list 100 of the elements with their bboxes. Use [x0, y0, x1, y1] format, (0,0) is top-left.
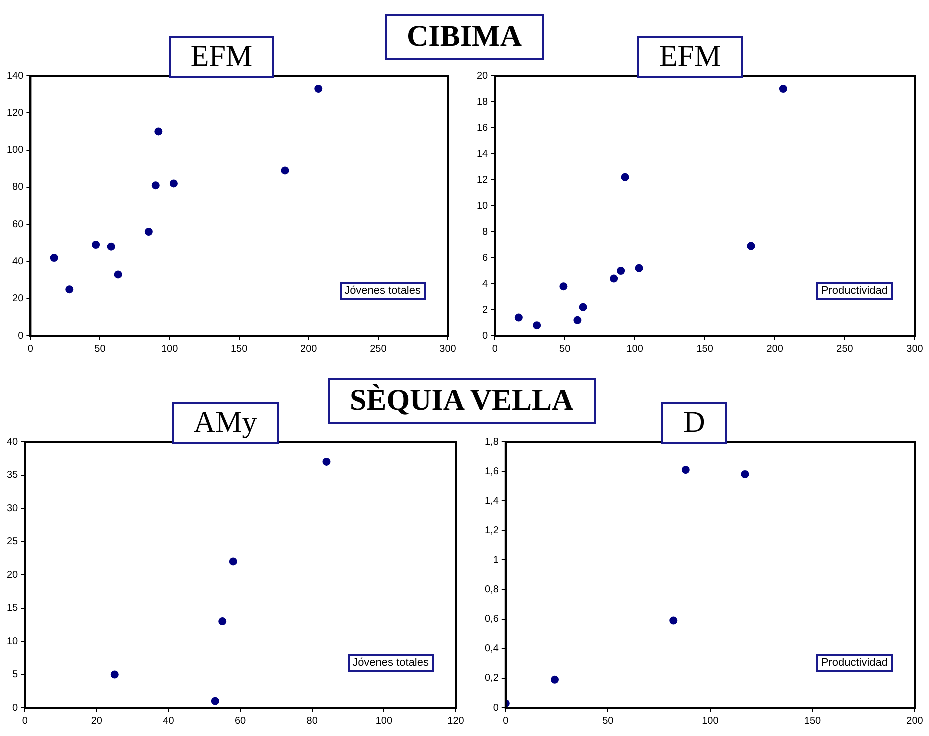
x-tick-label: 250 — [370, 344, 388, 355]
point — [281, 166, 290, 175]
y-tick-label: 20 — [477, 70, 489, 82]
point — [682, 466, 690, 474]
y-tick-label: 0 — [12, 702, 19, 714]
chart-title: AMy — [172, 402, 280, 444]
y-tick-label: 4 — [482, 278, 489, 290]
point — [50, 254, 58, 262]
x-tick-label: 200 — [766, 344, 784, 355]
annotation: Jóvenes totales — [348, 654, 434, 672]
point — [110, 670, 119, 679]
y-tick-label: 0,2 — [484, 673, 500, 684]
y-tick-label: 1,6 — [484, 466, 500, 478]
x-tick-label: 150 — [231, 344, 248, 355]
y-tick-label: 1,4 — [484, 496, 500, 507]
x-tick-label: 0 — [28, 344, 34, 355]
y-tick-label: 0 — [482, 330, 489, 342]
y-tick-label: 60 — [12, 219, 24, 230]
y-tick-label: 5 — [12, 670, 19, 680]
x-tick-label: 150 — [804, 716, 822, 727]
y-tick-label: 80 — [12, 182, 24, 194]
chart-subtitle: CIBIMA — [385, 14, 544, 60]
point — [218, 618, 227, 626]
point — [574, 316, 582, 324]
point — [550, 676, 559, 684]
point — [66, 286, 74, 294]
point — [779, 85, 788, 93]
y-tick-label: 12 — [477, 174, 489, 186]
y-tick-label: 40 — [7, 436, 19, 448]
point — [617, 267, 626, 275]
x-tick-label: 100 — [702, 716, 720, 727]
y-tick-label: 14 — [477, 148, 489, 160]
annotation: Jóvenes totales — [340, 282, 426, 300]
x-tick-label: 250 — [836, 344, 854, 355]
point — [154, 128, 163, 136]
y-tick-label: 40 — [12, 256, 24, 268]
x-tick-label: 300 — [906, 344, 924, 355]
chart-title: D — [662, 402, 728, 444]
y-tick-label: 16 — [477, 122, 489, 134]
x-tick-label: 120 — [448, 716, 465, 727]
point — [747, 242, 756, 250]
y-tick-label: 35 — [7, 470, 19, 481]
point — [170, 180, 178, 188]
point — [635, 264, 644, 272]
y-tick-label: 18 — [477, 96, 489, 108]
point — [114, 270, 122, 279]
x-tick-label: 40 — [163, 716, 175, 727]
x-tick-label: 100 — [161, 344, 179, 355]
point — [610, 274, 618, 283]
x-tick-label: 150 — [696, 344, 714, 355]
point — [211, 697, 220, 706]
point — [322, 458, 331, 466]
y-tick-label: 30 — [7, 503, 19, 514]
point — [533, 322, 542, 330]
x-tick-label: 100 — [626, 344, 644, 355]
y-tick-label: 0,4 — [484, 644, 500, 655]
x-tick-label: 200 — [906, 716, 924, 727]
point — [621, 173, 630, 182]
y-tick-label: 2 — [482, 304, 489, 316]
y-tick-label: 20 — [12, 294, 24, 305]
annotation: Productividad — [816, 282, 893, 300]
chart-title: EFM — [637, 36, 744, 78]
y-tick-label: 120 — [6, 108, 24, 119]
point — [144, 228, 153, 236]
x-tick-label: 50 — [560, 344, 572, 355]
x-tick-label: 50 — [94, 344, 106, 355]
y-tick-label: 1 — [493, 554, 500, 566]
point — [579, 303, 588, 312]
point — [314, 85, 323, 93]
y-tick-label: 10 — [477, 200, 489, 212]
x-tick-label: 200 — [300, 344, 318, 355]
x-tick-label: 300 — [440, 344, 457, 355]
y-tick-label: 25 — [7, 536, 19, 548]
x-tick-label: 50 — [602, 716, 614, 727]
point — [229, 558, 238, 566]
x-tick-label: 100 — [376, 716, 393, 727]
y-tick-label: 140 — [6, 70, 24, 82]
y-tick-label: 0,8 — [484, 584, 500, 596]
y-tick-label: 20 — [7, 570, 19, 581]
y-tick-label: 1,8 — [484, 436, 500, 448]
chart-title: EFM — [168, 36, 275, 78]
y-tick-label: 10 — [7, 636, 19, 648]
y-tick-label: 15 — [7, 603, 19, 614]
x-tick-label: 60 — [235, 716, 247, 727]
y-tick-label: 0 — [18, 330, 24, 342]
y-tick-label: 100 — [6, 145, 24, 156]
point — [107, 242, 116, 251]
point — [741, 470, 750, 479]
x-tick-label: 20 — [91, 716, 103, 727]
point — [670, 616, 678, 625]
point — [92, 241, 100, 249]
chart-subtitle: SÈQUIA VELLA — [328, 378, 596, 424]
y-tick-label: 0,6 — [484, 614, 500, 626]
point — [560, 282, 568, 291]
y-tick-label: 6 — [482, 252, 489, 264]
y-tick-label: 0 — [493, 702, 500, 714]
point — [514, 314, 523, 322]
annotation: Productividad — [816, 654, 893, 672]
y-tick-label: 8 — [482, 226, 489, 238]
y-tick-label: 1,2 — [484, 525, 500, 536]
